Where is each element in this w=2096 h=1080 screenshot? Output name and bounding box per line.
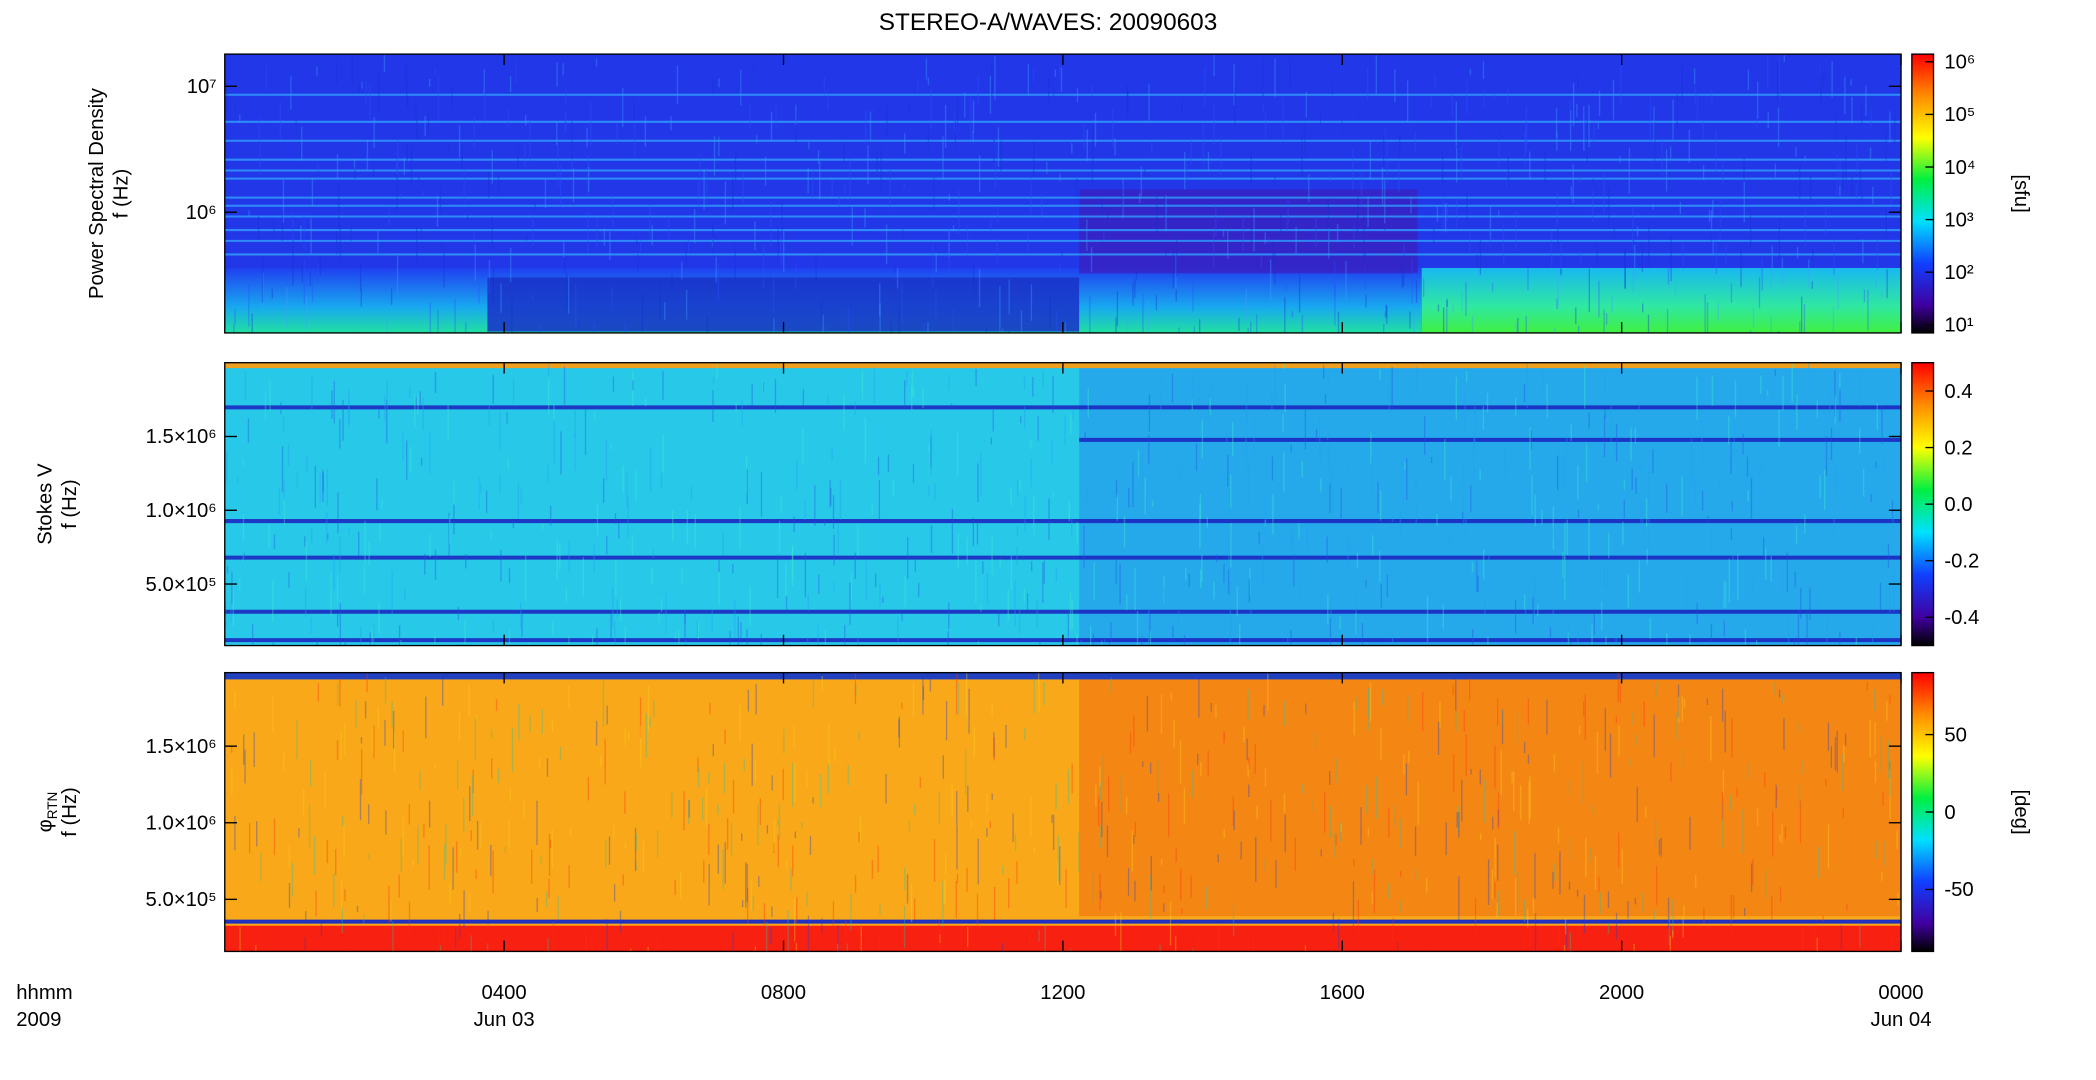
spectrogram-region [1079, 672, 1902, 917]
x-date-label: Jun 03 [474, 1009, 535, 1031]
colorbar-tick-label: -0.4 [1944, 607, 1979, 629]
spectrogram-region [1079, 189, 1418, 274]
colorbar-label: [sfu] [2010, 174, 2032, 212]
colorbar [1911, 53, 1935, 334]
colorbar-tick-label: 0.4 [1944, 381, 1972, 403]
y-tick-label: 1.0×10⁶ [146, 500, 217, 522]
y-axis-label: Power Spectral Density [86, 87, 108, 299]
colorbar-tick-label: 50 [1944, 724, 1967, 746]
colorbar-tick-label: 10⁶ [1944, 52, 1975, 74]
y-axis-subscript: RTN [45, 792, 60, 820]
y-tick-label: 1.5×10⁶ [146, 736, 217, 758]
colorbar-tick-label: 0.2 [1944, 437, 1972, 459]
x-tick-label: 0400 [482, 982, 527, 1004]
y-axis-label: f (Hz) [59, 787, 81, 837]
chart-title: STEREO-A/WAVES: 20090603 [879, 9, 1218, 36]
spectrogram [224, 362, 1902, 646]
y-tick-label: 1.5×10⁶ [146, 426, 217, 448]
x-tick-label: 2000 [1599, 982, 1644, 1004]
spectrogram-background [224, 672, 1902, 952]
spectrogram [224, 54, 1902, 333]
x-date-label: Jun 04 [1871, 1009, 1932, 1031]
y-tick-label: 5.0×10⁵ [146, 574, 217, 596]
spectrogram-region [1421, 267, 1902, 333]
y-axis-label: Stokes V [34, 463, 56, 545]
x-unit-label: 2009 [16, 1009, 61, 1031]
y-axis-label: φRTN [34, 792, 59, 833]
y-axis-label: f (Hz) [110, 169, 132, 219]
x-tick-label: 1200 [1040, 982, 1085, 1004]
y-tick-label: 1.0×10⁶ [146, 813, 217, 835]
colorbar-tick-label: 10³ [1944, 209, 1974, 231]
y-tick-label: 10⁶ [186, 202, 217, 224]
colorbar-label: [deg] [2010, 789, 2032, 834]
spectrogram-region [1079, 362, 1902, 646]
colorbar-tick-label: 10⁴ [1944, 157, 1975, 179]
colorbar-tick-label: 10⁵ [1944, 104, 1975, 126]
colorbar-tick-label: 10¹ [1944, 315, 1974, 337]
spectrogram-background [224, 362, 1902, 646]
x-tick-label: 1600 [1320, 982, 1365, 1004]
x-tick-label: 0800 [761, 982, 806, 1004]
x-tick-label: 0000 [1878, 982, 1923, 1004]
y-tick-label: 10⁷ [187, 76, 217, 98]
x-unit-label: hhmm [16, 982, 72, 1004]
colorbar-tick-label: -0.2 [1944, 550, 1979, 572]
colorbar-tick-label: 0.0 [1944, 494, 1972, 516]
colorbar-tick-label: -50 [1944, 879, 1973, 901]
y-axis-symbol: φ [34, 819, 56, 832]
spectrogram [224, 672, 1902, 952]
colorbar-tick-label: 10² [1944, 262, 1974, 284]
y-tick-label: 5.0×10⁵ [146, 889, 217, 911]
y-axis-label: f (Hz) [59, 479, 81, 529]
colorbar-tick-label: 0 [1944, 802, 1955, 824]
